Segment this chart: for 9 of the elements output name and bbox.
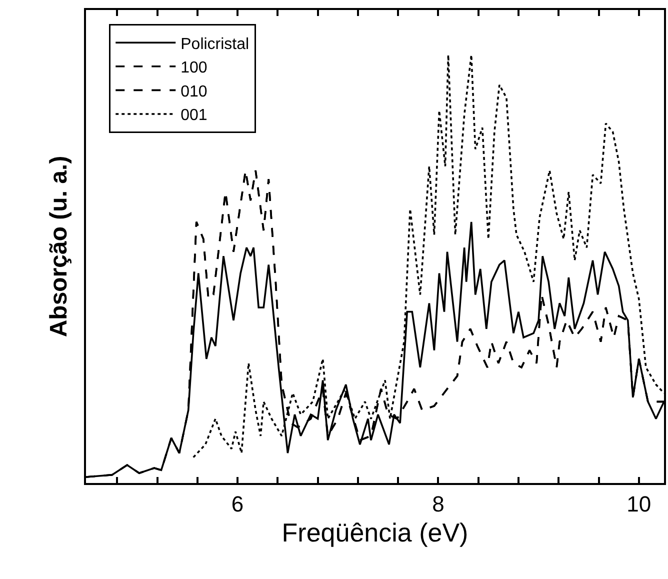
legend-label: 001: [180, 107, 208, 124]
legend-label: 100: [180, 60, 208, 77]
legend-label: 010: [180, 83, 208, 100]
x-axis-title: Freqüência (eV): [282, 518, 468, 548]
x-tick-label: 10: [626, 491, 652, 516]
y-axis-title: Absorção (u. a.): [46, 156, 73, 338]
x-tick-label: 6: [231, 491, 244, 516]
x-tick-label: 8: [432, 491, 444, 516]
legend-label: Policristal: [180, 36, 250, 53]
